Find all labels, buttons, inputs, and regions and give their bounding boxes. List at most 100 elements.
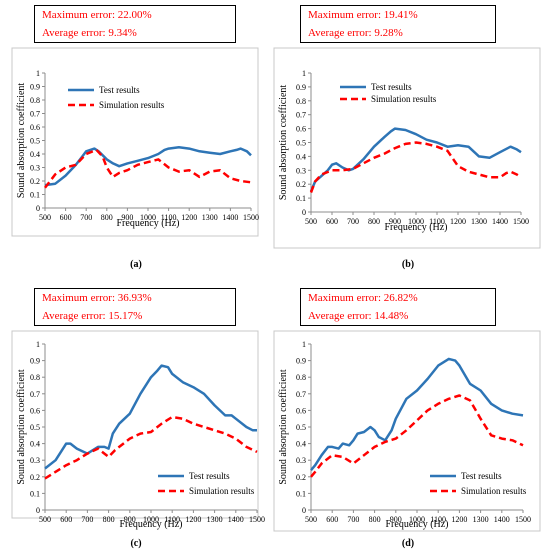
x-axis-label: Frequency (Hz): [385, 519, 448, 530]
y-tick-label: 0.5: [296, 139, 306, 148]
y-tick-label: 0.9: [296, 83, 306, 92]
x-tick-label: 600: [60, 515, 72, 524]
x-axis-label: Frequency (Hz): [119, 519, 182, 530]
y-tick-label: 0.1: [30, 489, 40, 498]
y-axis-label: Sound absorption coefficient: [16, 83, 27, 199]
y-tick-label: 0.7: [296, 111, 306, 120]
y-tick-label: 0.3: [296, 166, 306, 175]
x-tick-label: 1400: [494, 515, 510, 524]
x-tick-label: 1100: [430, 515, 446, 524]
x-tick-label: 1400: [228, 515, 244, 524]
y-tick-label: 0.7: [30, 110, 40, 119]
y-tick-label: 0.6: [30, 123, 40, 132]
x-tick-label: 1100: [164, 515, 180, 524]
panel-caption: (d): [402, 538, 414, 549]
panel-caption: (a): [130, 259, 142, 270]
panel-caption: (c): [130, 538, 141, 549]
y-tick-label: 0.4: [30, 440, 40, 449]
avg-error-text: Average error: 9.28%: [308, 27, 403, 39]
x-tick-label: 1500: [513, 217, 529, 226]
simulation-series-line: [44, 148, 252, 189]
y-tick-label: 0.2: [296, 180, 306, 189]
x-tick-label: 1500: [515, 515, 531, 524]
y-tick-label: 0: [302, 506, 306, 515]
y-tick-label: 0.6: [296, 125, 306, 134]
y-tick-label: 0.3: [30, 164, 40, 173]
legend-test-label: Test results: [371, 82, 412, 92]
x-tick-label: 1200: [181, 213, 197, 222]
x-tick-label: 1100: [429, 217, 445, 226]
x-tick-label: 900: [390, 515, 402, 524]
x-tick-label: 500: [305, 217, 317, 226]
x-tick-label: 700: [347, 515, 359, 524]
y-tick-label: 1: [302, 69, 306, 78]
x-tick-label: 800: [369, 515, 381, 524]
y-tick-label: 0.3: [30, 456, 40, 465]
y-axis-label: Sound absorption coefficient: [16, 369, 27, 485]
x-tick-label: 600: [326, 515, 338, 524]
y-tick-label: 0.4: [296, 440, 306, 449]
x-tick-label: 500: [39, 213, 51, 222]
x-tick-label: 1500: [243, 213, 259, 222]
y-tick-label: 0.1: [30, 191, 40, 200]
max-error-text: Maximum error: 22.00%: [42, 9, 152, 21]
avg-error-text: Average error: 14.48%: [308, 310, 409, 322]
y-tick-label: 0: [36, 204, 40, 213]
x-tick-label: 800: [368, 217, 380, 226]
panel-a: Maximum error: 22.00% Average error: 9.3…: [0, 0, 272, 276]
x-tick-label: 1200: [451, 515, 467, 524]
y-tick-label: 0.4: [30, 150, 40, 159]
error-box-b: Maximum error: 19.41% Average error: 9.2…: [300, 5, 496, 43]
x-tick-label: 1500: [249, 515, 265, 524]
x-tick-label: 1300: [202, 213, 218, 222]
y-axis-label: Sound absorption coefficient: [278, 369, 289, 485]
y-tick-label: 0.7: [296, 390, 306, 399]
x-tick-label: 700: [80, 213, 92, 222]
x-tick-label: 900: [389, 217, 401, 226]
x-tick-label: 1000: [408, 217, 424, 226]
x-tick-label: 700: [81, 515, 93, 524]
max-error-text: Maximum error: 19.41%: [308, 9, 418, 21]
x-tick-label: 1000: [409, 515, 425, 524]
simulation-series-line: [310, 394, 524, 478]
x-tick-label: 600: [60, 213, 72, 222]
test-series-line: [309, 127, 522, 192]
avg-error-text: Average error: 15.17%: [42, 310, 143, 322]
y-tick-label: 0.2: [30, 473, 40, 482]
x-tick-label: 600: [326, 217, 338, 226]
y-tick-label: 0: [36, 506, 40, 515]
x-tick-label: 1000: [143, 515, 159, 524]
plot-frame: [273, 47, 541, 249]
legend-simulation-label: Simulation results: [99, 100, 165, 110]
x-tick-label: 900: [124, 515, 136, 524]
plot-frame: [273, 330, 541, 532]
x-tick-label: 1400: [492, 217, 508, 226]
x-tick-label: 500: [305, 515, 317, 524]
y-tick-label: 0.1: [296, 489, 306, 498]
y-tick-label: 0.5: [296, 423, 306, 432]
x-tick-label: 1100: [161, 213, 177, 222]
plot-frame: [11, 330, 259, 519]
panel-caption: (b): [402, 259, 414, 270]
x-tick-label: 900: [121, 213, 133, 222]
x-axis-label: Frequency (Hz): [384, 222, 447, 233]
error-box-a: Maximum error: 22.00% Average error: 9.3…: [34, 5, 236, 43]
test-series-line: [44, 364, 257, 470]
x-tick-label: 800: [103, 515, 115, 524]
x-tick-label: 1400: [222, 213, 238, 222]
x-tick-label: 800: [101, 213, 113, 222]
y-tick-label: 0.2: [296, 473, 306, 482]
max-error-text: Maximum error: 36.93%: [42, 292, 152, 304]
test-series-line: [44, 146, 252, 187]
y-tick-label: 0.9: [30, 357, 40, 366]
y-tick-label: 0.8: [30, 96, 40, 105]
y-tick-label: 1: [302, 340, 306, 349]
y-tick-label: 0.8: [296, 373, 306, 382]
simulation-series-line: [309, 141, 522, 193]
legend-test-label: Test results: [99, 85, 140, 95]
x-tick-label: 1300: [473, 515, 489, 524]
y-tick-label: 0: [302, 208, 306, 217]
